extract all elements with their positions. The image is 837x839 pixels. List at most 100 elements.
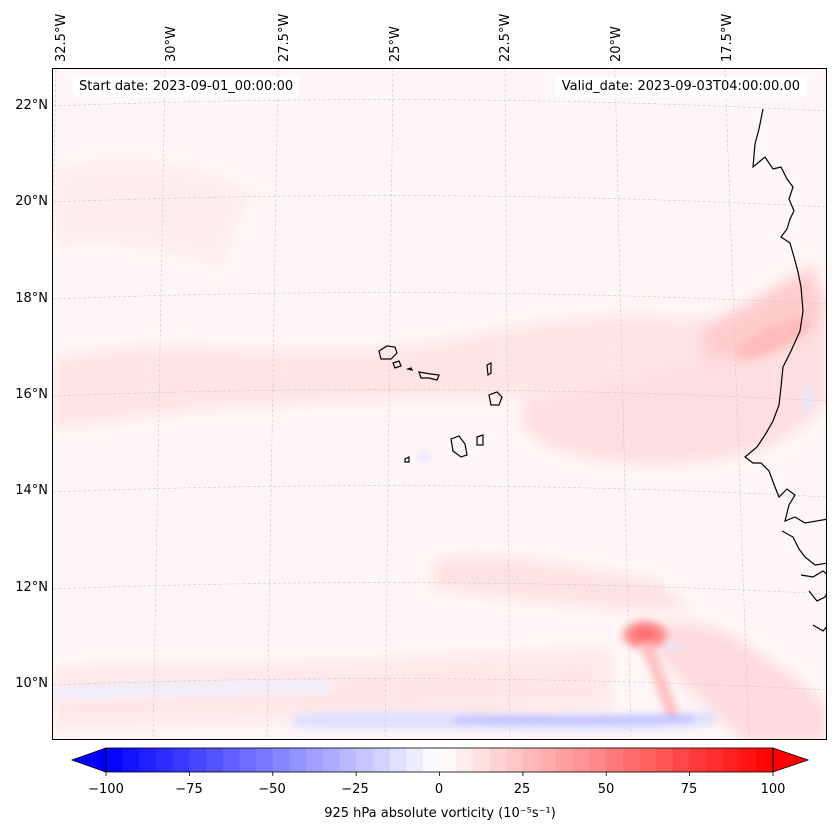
colorbar-cell — [322, 748, 340, 772]
island-sao-vicente — [392, 360, 402, 369]
colorbar-cell — [272, 748, 290, 772]
meridian-27-5w — [266, 69, 279, 739]
coastlines — [378, 108, 826, 632]
valid-date-label: Valid_date: 2023-09-03T04:00:00.00 — [555, 77, 806, 97]
colorbar-cell — [189, 748, 207, 772]
parallel-12n — [53, 582, 826, 595]
island-santa-luzia — [405, 367, 414, 371]
parallel-14n — [53, 485, 826, 498]
parallel-16n — [53, 389, 826, 402]
island-boa-vista — [488, 391, 503, 406]
meridian-22-5w — [504, 69, 511, 739]
island-sal — [486, 362, 492, 377]
lat-label: 22°N — [15, 98, 48, 113]
lon-label: 20°W — [609, 26, 624, 62]
colorbar-cell — [406, 748, 424, 772]
lat-label: 14°N — [15, 483, 48, 498]
lon-label: 30°W — [164, 26, 179, 62]
colorbar-cell — [156, 748, 174, 772]
colorbar-cell — [456, 748, 474, 772]
colorbar — [70, 747, 810, 776]
colorbar-cell — [356, 748, 374, 772]
colorbar-cell — [239, 748, 257, 772]
meridian-17-5w — [724, 69, 750, 739]
colorbar-cell — [439, 748, 457, 772]
colorbar-cell — [289, 748, 307, 772]
colorbar-cell — [689, 748, 707, 772]
colorbar-cell — [589, 748, 607, 772]
colorbar-tick-marks — [105, 772, 774, 776]
colorbar-cell — [522, 748, 541, 772]
lon-label: 32.5°W — [54, 13, 69, 62]
lat-label: 16°N — [15, 387, 48, 402]
africa-coastline — [744, 108, 826, 632]
meridian-20w — [614, 69, 632, 739]
colorbar-cell — [222, 748, 240, 772]
island-sao-nicolau — [418, 371, 440, 381]
lat-label: 12°N — [15, 580, 48, 595]
island-fogo — [404, 456, 410, 463]
colorbar-tick-label: 75 — [680, 782, 698, 797]
colorbar-cell — [372, 748, 390, 772]
colorbar-tick-label: −100 — [88, 782, 124, 797]
colorbar-cell — [556, 748, 574, 772]
start-date-label: Start date: 2023-09-01_00:00:00 — [73, 77, 300, 97]
colorbar-cell — [656, 748, 674, 772]
colorbar-tick-label: −25 — [341, 782, 369, 797]
colorbar-cell — [139, 748, 157, 772]
colorbar-tick-label: 0 — [434, 782, 444, 797]
colorbar-cell — [472, 748, 491, 772]
lat-label: 20°N — [15, 194, 48, 209]
colorbar-cell — [306, 748, 324, 772]
map-canvas — [53, 69, 826, 739]
colorbar-cell — [339, 748, 357, 772]
vorticity-field — [53, 69, 826, 739]
island-santo-antao — [378, 345, 398, 360]
colorbar-cell — [706, 748, 724, 772]
lon-label: 25°W — [388, 26, 403, 62]
colorbar-cell — [489, 748, 507, 772]
colorbar-cell — [256, 748, 274, 772]
colorbar-cell — [622, 748, 641, 772]
colorbar-cell — [506, 748, 524, 772]
lon-label: 22.5°W — [498, 13, 513, 62]
colorbar-cell — [639, 748, 657, 772]
colorbar-cells — [70, 747, 810, 773]
colorbar-cell — [672, 748, 691, 772]
island-santiago — [450, 435, 468, 458]
colorbar-tick-label: 25 — [513, 782, 531, 797]
lat-label: 18°N — [15, 291, 48, 306]
colorbar-tick-label: 50 — [597, 782, 615, 797]
meridian-25w — [384, 69, 394, 739]
parallel-20n — [53, 195, 826, 208]
colorbar-cell — [122, 748, 140, 772]
colorbar-label: 925 hPa absolute vorticity (10⁻⁵s⁻¹) — [324, 806, 556, 821]
map-panel: Start date: 2023-09-01_00:00:00 Valid_da… — [52, 68, 827, 740]
colorbar-extend-max — [772, 747, 810, 773]
colorbar-cell — [206, 748, 224, 772]
colorbar-cell — [739, 748, 757, 772]
island-maio — [476, 434, 484, 446]
meridian-32-5w — [53, 69, 57, 240]
meridian-30w — [152, 69, 166, 739]
colorbar-cell — [756, 748, 774, 772]
colorbar-cell — [606, 748, 624, 772]
colorbar-cell — [106, 748, 124, 772]
parallel-22n — [53, 99, 826, 112]
colorbar-cell — [539, 748, 557, 772]
colorbar-cell — [722, 748, 741, 772]
graticule — [53, 69, 826, 739]
colorbar-cell — [572, 748, 591, 772]
colorbar-tick-label: 100 — [760, 782, 786, 797]
lon-label: 17.5°W — [720, 13, 735, 62]
lon-label: 27.5°W — [277, 13, 292, 62]
colorbar-cell — [389, 748, 407, 772]
lat-label: 10°N — [15, 676, 48, 691]
parallel-10n — [53, 678, 826, 691]
colorbar-tick-label: −50 — [258, 782, 286, 797]
colorbar-cell — [172, 748, 190, 772]
colorbar-tick-label: −75 — [175, 782, 203, 797]
colorbar-extend-min — [70, 747, 107, 773]
colorbar-cell — [422, 748, 440, 772]
parallel-18n — [53, 292, 826, 305]
